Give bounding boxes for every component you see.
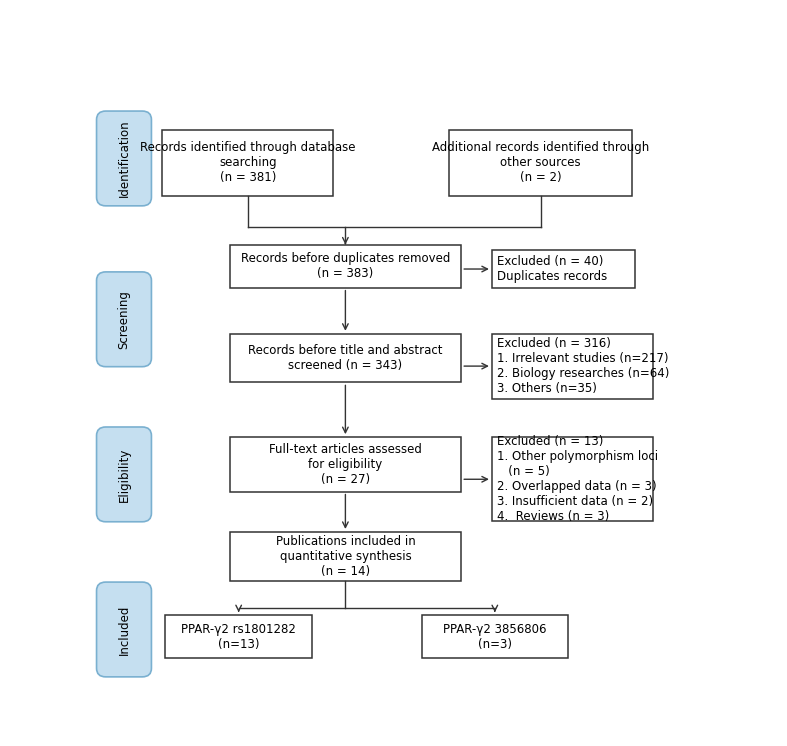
Text: Records identified through database
searching
(n = 381): Records identified through database sear… <box>140 141 356 184</box>
Text: Eligibility: Eligibility <box>117 447 131 501</box>
FancyBboxPatch shape <box>230 245 461 288</box>
FancyBboxPatch shape <box>97 272 151 367</box>
Text: Records before duplicates removed
(n = 383): Records before duplicates removed (n = 3… <box>241 252 450 280</box>
FancyBboxPatch shape <box>492 437 653 521</box>
FancyBboxPatch shape <box>449 130 632 195</box>
FancyBboxPatch shape <box>97 427 151 521</box>
Text: Excluded (n = 40)
Duplicates records: Excluded (n = 40) Duplicates records <box>497 255 607 283</box>
Text: Screening: Screening <box>117 290 131 348</box>
Text: Included: Included <box>117 604 131 655</box>
FancyBboxPatch shape <box>97 582 151 677</box>
Text: PPAR-γ2 rs1801282
(n=13): PPAR-γ2 rs1801282 (n=13) <box>181 623 296 651</box>
Text: Excluded (n = 13)
1. Other polymorphism loci
   (n = 5)
2. Overlapped data (n = : Excluded (n = 13) 1. Other polymorphism … <box>497 435 658 523</box>
FancyBboxPatch shape <box>162 130 333 195</box>
FancyBboxPatch shape <box>422 615 568 658</box>
FancyBboxPatch shape <box>97 111 151 206</box>
Text: Identification: Identification <box>117 119 131 197</box>
Text: Publications included in
quantitative synthesis
(n = 14): Publications included in quantitative sy… <box>275 535 416 577</box>
Text: Excluded (n = 316)
1. Irrelevant studies (n=217)
2. Biology researches (n=64)
3.: Excluded (n = 316) 1. Irrelevant studies… <box>497 337 669 395</box>
Text: PPAR-γ2 3856806
(n=3): PPAR-γ2 3856806 (n=3) <box>443 623 547 651</box>
FancyBboxPatch shape <box>230 333 461 383</box>
Text: Additional records identified through
other sources
(n = 2): Additional records identified through ot… <box>432 141 649 184</box>
FancyBboxPatch shape <box>165 615 312 658</box>
FancyBboxPatch shape <box>230 437 461 492</box>
Text: Full-text articles assessed
for eligibility
(n = 27): Full-text articles assessed for eligibil… <box>269 443 422 486</box>
Text: Records before title and abstract
screened (n = 343): Records before title and abstract screen… <box>248 344 442 372</box>
FancyBboxPatch shape <box>492 333 653 398</box>
FancyBboxPatch shape <box>230 532 461 580</box>
FancyBboxPatch shape <box>492 251 635 288</box>
